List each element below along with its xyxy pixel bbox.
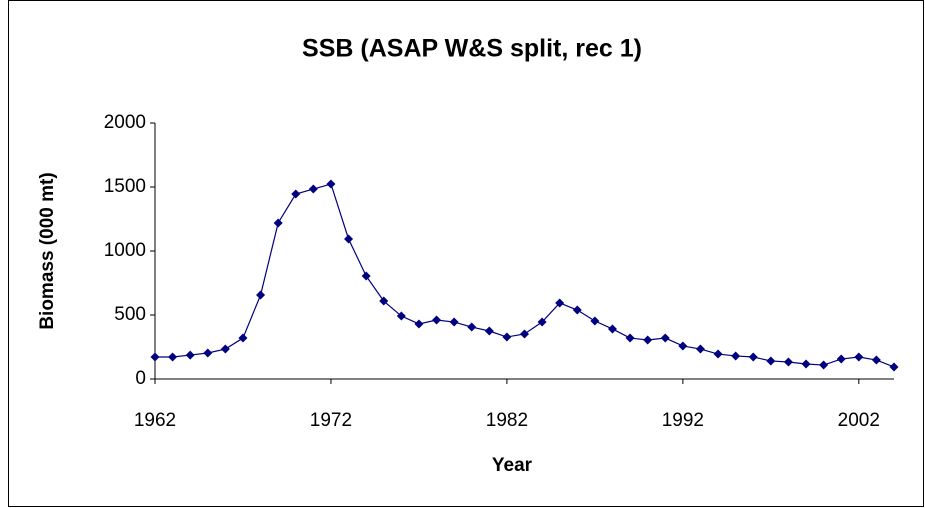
marker (326, 179, 336, 189)
x-tick-label: 2002 (838, 410, 880, 431)
marker (203, 348, 213, 358)
x-tick-label: 1962 (134, 410, 176, 431)
marker (484, 326, 494, 336)
y-tick-label: 1000 (104, 240, 146, 261)
marker (748, 352, 758, 362)
marker (871, 355, 881, 365)
marker (572, 305, 582, 315)
marker (344, 234, 354, 244)
y-tick-label: 1500 (104, 176, 146, 197)
marker (695, 344, 705, 354)
marker (713, 349, 723, 359)
marker (783, 357, 793, 367)
marker (273, 218, 283, 228)
marker (590, 316, 600, 326)
marker (889, 362, 899, 372)
marker (819, 360, 829, 370)
marker (766, 356, 776, 366)
series-line (155, 183, 895, 368)
marker (185, 350, 195, 360)
marker (854, 352, 864, 362)
marker (836, 354, 846, 364)
marker (801, 359, 811, 369)
marker (607, 324, 617, 334)
marker (449, 317, 459, 327)
marker (308, 184, 318, 194)
marker (432, 315, 442, 325)
marker (220, 344, 230, 354)
chart-title: SSB (ASAP W&S split, rec 1) (302, 35, 642, 63)
marker (731, 351, 741, 361)
marker (379, 296, 389, 306)
marker (643, 335, 653, 345)
marker (502, 332, 512, 342)
marker (396, 311, 406, 321)
marker (537, 317, 547, 327)
y-tick-label: 2000 (104, 112, 146, 133)
marker (256, 290, 266, 300)
x-tick-label: 1982 (486, 410, 528, 431)
marker (555, 298, 565, 308)
y-tick-label: 0 (135, 368, 146, 389)
marker (678, 341, 688, 351)
marker (625, 333, 635, 343)
marker (238, 333, 248, 343)
marker (361, 271, 371, 281)
marker (467, 322, 477, 332)
marker (291, 189, 301, 199)
marker (168, 352, 178, 362)
y-axis-label: Biomass (000 mt) (37, 172, 58, 329)
x-tick-label: 1972 (310, 410, 352, 431)
marker (520, 329, 529, 339)
chart-border (8, 0, 924, 507)
y-tick-label: 500 (114, 304, 146, 325)
marker (414, 319, 424, 329)
marker (150, 352, 160, 362)
marker (660, 333, 670, 343)
x-axis-label: Year (492, 455, 533, 476)
x-tick-label: 1992 (662, 410, 704, 431)
